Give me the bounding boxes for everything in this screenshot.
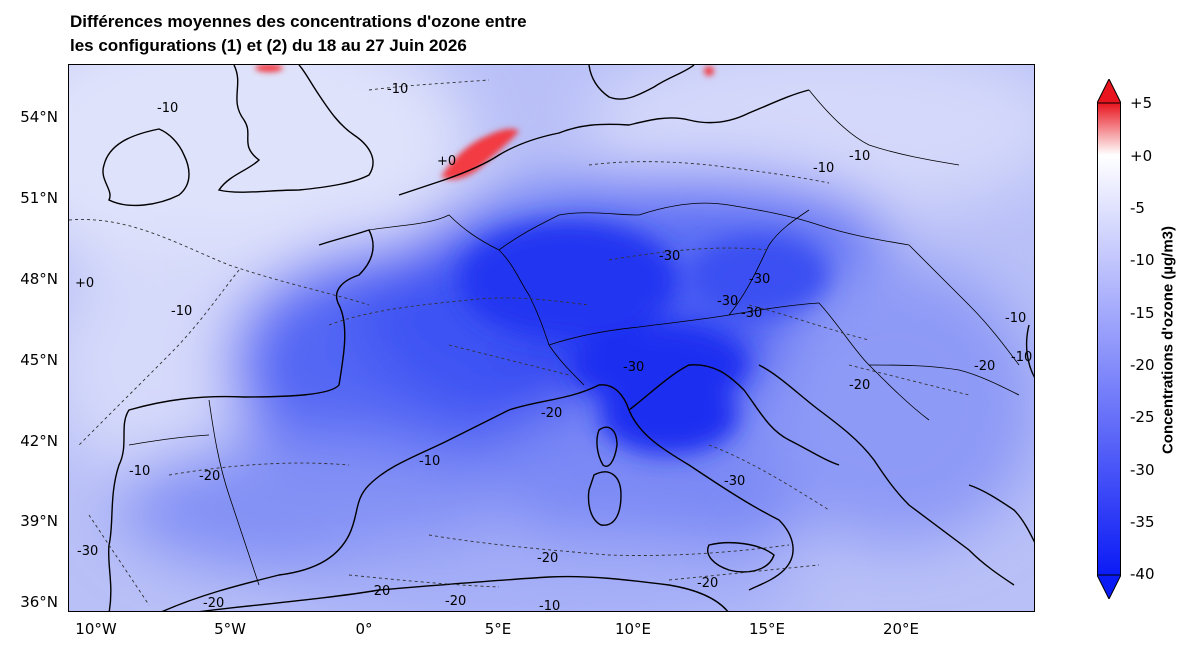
contour-label: -30 [77,544,98,559]
contour-label: -10 [387,82,408,97]
contour-label: -20 [199,469,220,484]
contour-lines [69,79,970,606]
colorbar [1097,79,1121,599]
contour-label: -20 [697,576,718,591]
lon-label-5w: 5°W [214,620,246,638]
contour-label: -20 [537,551,558,566]
contour-label: -10 [813,161,834,176]
title-line-1: Différences moyennes des concentrations … [70,12,527,31]
contour-label: -10 [419,454,440,469]
lat-label-39n: 39°N [20,512,58,530]
title-line-2: les configurations (1) et (2) du 18 au 2… [70,36,467,55]
contour-label: -30 [623,360,644,375]
lon-label-10e: 10°E [614,620,652,638]
colorbar-tick: +0 [1130,147,1153,165]
contour-label: -10 [171,304,192,319]
country-borders [128,89,1020,586]
ozone-difference-map: -10 -10 -10 +0 -10 -10 -30 -30 -30 -30 -… [69,65,1034,612]
lat-label-51n: 51°N [20,189,58,207]
colorbar-max-arrow [1097,79,1121,104]
contour-label: -10 [129,464,150,479]
contour-label: -30 [741,306,762,321]
contour-label: -20 [203,596,224,611]
lat-label-48n: 48°N [20,270,58,288]
colorbar-label: Concentrations d'ozone (µg/m3) [1159,225,1177,455]
colorbar-tick: -5 [1130,199,1145,217]
contour-label: -20 [369,584,390,599]
colorbar-tick: -25 [1130,408,1155,426]
map-panel: -10 -10 -10 +0 -10 -10 -30 -30 -30 -30 -… [68,64,1035,612]
contour-label: -20 [445,594,466,609]
coastlines [102,65,1034,611]
lat-label-42n: 42°N [20,432,58,450]
contour-label: -10 [1005,311,1026,326]
ozone-field-hotspots [459,220,829,455]
lon-label-10w: 10°W [75,620,117,638]
lon-label-0: 0° [355,620,373,638]
contour-label: -20 [849,378,870,393]
contour-label: -30 [724,474,745,489]
contour-label: -10 [849,149,870,164]
lat-label-54n: 54°N [20,108,58,126]
lon-label-20e: 20°E [882,620,920,638]
map-title: Différences moyennes des concentrations … [70,10,527,58]
contour-label: -30 [717,294,738,309]
lon-label-15e: 15°E [748,620,786,638]
contour-labels: -10 -10 -10 +0 -10 -10 -30 -30 -30 -30 -… [75,82,1032,612]
colorbar-tick: -10 [1130,251,1155,269]
contour-label: -10 [1011,350,1032,365]
colorbar-tick: -20 [1130,356,1155,374]
colorbar-tick: -35 [1130,513,1155,531]
lat-label-36n: 36°N [20,593,58,611]
contour-label: -30 [749,272,770,287]
contour-label: -30 [659,249,680,264]
colorbar-tick: +5 [1130,94,1153,112]
lon-label-5e: 5°E [484,620,512,638]
lat-label-45n: 45°N [20,351,58,369]
contour-label: -10 [157,101,178,116]
colorbar-tick: -40 [1130,565,1155,583]
contour-label: -20 [541,406,562,421]
colorbar-tick: -15 [1130,304,1155,322]
colorbar-tick: -30 [1130,461,1155,479]
colorbar-gradient [1097,102,1121,576]
contour-label: -20 [974,359,995,374]
contour-label: +0 [437,154,456,169]
contour-label: -10 [539,599,560,612]
positive-difference-area [255,65,714,180]
colorbar-min-arrow [1097,574,1121,599]
contour-label: +0 [75,276,94,291]
